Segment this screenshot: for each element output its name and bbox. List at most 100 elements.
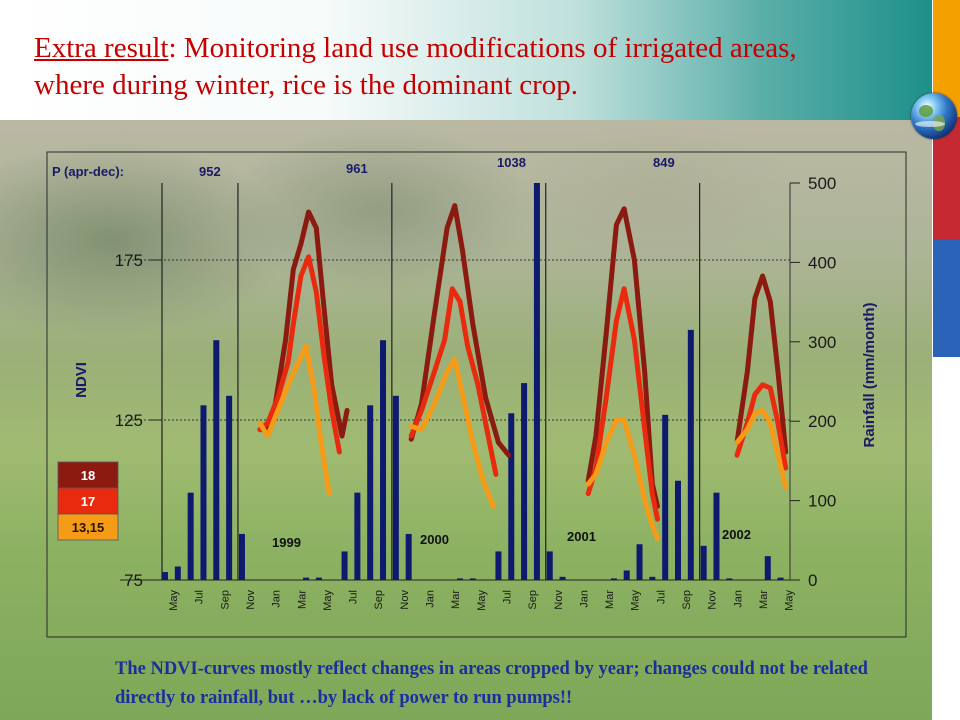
ndvi-line-13-15	[257, 343, 332, 497]
plot-frame	[46, 151, 907, 638]
precip-title: P (apr-dec):	[52, 164, 124, 179]
rainfall-bar	[456, 578, 463, 580]
rainfall-bar	[367, 405, 374, 580]
legend-swatch	[57, 461, 119, 489]
rainfall-bar	[662, 414, 669, 580]
month-label: May	[322, 590, 334, 611]
rainfall-bar	[559, 576, 566, 580]
rainfall-bar	[213, 340, 220, 580]
year-label: 2002	[722, 527, 751, 542]
blue-stripe	[933, 240, 960, 357]
month-label: Sep	[219, 590, 231, 610]
left-tick-label: 125	[115, 411, 143, 430]
legend-label: 13,15	[72, 520, 105, 535]
rainfall-bar	[764, 556, 771, 580]
title-rest: : Monitoring land use modifications of i…	[34, 32, 797, 101]
annual-precip-label: 849	[653, 155, 675, 170]
month-label: May	[784, 590, 796, 611]
legend-label: 17	[81, 494, 95, 509]
rainfall-bar	[777, 577, 784, 580]
ndvi-line-17	[408, 286, 499, 477]
rainfall-bar	[341, 551, 348, 580]
month-label: Nov	[399, 590, 411, 610]
rainfall-bar	[380, 340, 387, 580]
month-label: Jul	[348, 590, 360, 604]
rainfall-bar	[162, 572, 168, 580]
month-label: Sep	[373, 590, 385, 610]
rainfall-bars	[162, 183, 784, 580]
month-label: Nov	[553, 590, 565, 610]
slide-title: Extra result: Monitoring land use modifi…	[34, 30, 854, 104]
rainfall-bar	[610, 578, 617, 580]
title-lead: Extra result	[34, 32, 169, 64]
ndvi-lines	[257, 203, 789, 541]
month-label: Sep	[527, 590, 539, 610]
slide-caption: The NDVI-curves mostly reflect changes i…	[115, 659, 868, 708]
legend-swatch	[57, 513, 119, 541]
rainfall-bar	[649, 576, 656, 580]
rainfall-bar	[700, 545, 707, 580]
chart-labels: 952 961 1038 849 1999 2000 2001 2002	[199, 155, 751, 550]
right-tick-label: 200	[808, 412, 836, 431]
month-label: Jan	[732, 590, 744, 608]
year-label: 1999	[272, 535, 301, 550]
month-label: Mar	[758, 590, 770, 609]
rainfall-bar	[226, 395, 233, 580]
month-label: May	[168, 590, 180, 611]
month-label: Jan	[425, 590, 437, 608]
ndvi-line-17	[734, 382, 789, 471]
month-label: May	[476, 590, 488, 611]
rainfall-bar	[238, 533, 245, 580]
month-label: Mar	[296, 590, 308, 609]
ndvi-line-13-15	[408, 356, 496, 509]
rainfall-bar	[546, 551, 553, 580]
month-label: Mar	[450, 590, 462, 609]
ndvi-line-18	[257, 209, 350, 439]
month-label: Sep	[681, 590, 693, 610]
rainfall-bar	[675, 480, 681, 580]
rainfall-bar	[174, 566, 181, 580]
rainfall-bar	[636, 544, 643, 580]
legend-label: 18	[81, 468, 95, 483]
rainfall-bar	[469, 578, 476, 580]
rainfall-bar	[713, 492, 720, 580]
left-tick-label: 75	[124, 571, 143, 590]
rainfall-bar	[726, 578, 733, 580]
month-label: Jul	[501, 590, 513, 604]
month-label: May	[630, 590, 642, 611]
rainfall-bar	[392, 395, 399, 580]
title-band: Extra result: Monitoring land use modifi…	[0, 0, 932, 120]
rainfall-bar	[533, 183, 540, 580]
right-tick-label: 0	[808, 571, 817, 590]
ndvi-line-13-15	[734, 407, 789, 490]
ndvi-line-18	[734, 273, 789, 455]
annual-precip-label: 961	[346, 161, 368, 176]
annual-precip-label: 952	[199, 164, 221, 179]
year-label: 2000	[420, 532, 449, 547]
ndvi-line-17	[585, 286, 660, 522]
ndvi-line-18	[408, 203, 512, 458]
month-label: Jan	[578, 590, 590, 608]
ndvi-legend: 18 17 13,15	[57, 461, 119, 541]
ndvi-line-13-15	[585, 417, 660, 541]
rainfall-bar	[303, 577, 310, 580]
month-label: Nov	[245, 590, 257, 610]
rainfall-bar	[623, 570, 630, 580]
month-label: Mar	[604, 590, 616, 609]
year-label: 2001	[567, 529, 596, 544]
rainfall-bar	[187, 492, 194, 580]
month-label: Nov	[707, 590, 719, 610]
rainfall-bar	[200, 405, 207, 580]
month-label: Jul	[655, 590, 667, 604]
right-tick-label: 400	[808, 253, 836, 272]
globe-icon	[911, 93, 957, 139]
rainfall-bar	[495, 551, 502, 580]
rainfall-bar	[521, 383, 528, 580]
annual-precip-label: 1038	[497, 155, 526, 170]
rainfall-bar	[354, 492, 361, 580]
right-tick-label: 100	[808, 492, 836, 511]
ndvi-line-18	[585, 206, 660, 509]
right-tick-label: 500	[808, 174, 836, 193]
